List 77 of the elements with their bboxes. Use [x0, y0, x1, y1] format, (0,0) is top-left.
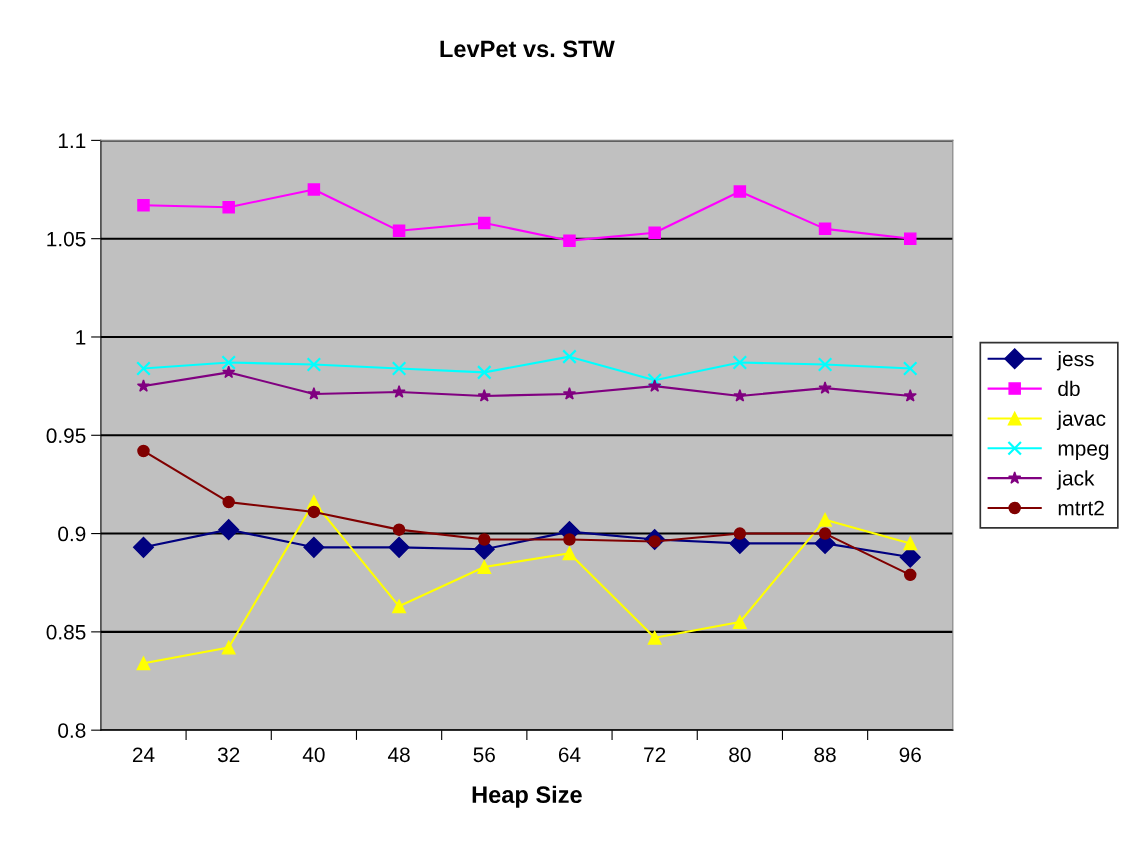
point [818, 527, 832, 540]
point [562, 546, 577, 561]
legend-label: mtrt2 [1058, 500, 1104, 516]
legend-label: jack [1056, 470, 1095, 490]
point [137, 444, 150, 458]
x-tick-label: 64 [558, 747, 581, 763]
point [733, 389, 747, 402]
point [391, 361, 407, 376]
y-tick-label: 0.95 [46, 428, 86, 444]
x-tick-label: 72 [644, 747, 666, 762]
point [392, 385, 406, 398]
point [221, 355, 237, 370]
point [307, 505, 321, 519]
x-tick-label: 24 [132, 747, 155, 762]
y-tick-label: 1.05 [47, 231, 86, 247]
point [902, 361, 918, 376]
legend-label: mpeg [1058, 444, 1109, 460]
point [136, 656, 151, 671]
point [732, 355, 748, 370]
point [562, 349, 577, 364]
x-tick-label: 32 [217, 747, 240, 763]
chart-title: LevPet vs. STW [440, 40, 615, 58]
point [818, 222, 832, 236]
point [132, 536, 155, 558]
y-tick-label: 0.8 [58, 723, 86, 738]
point [222, 495, 235, 509]
x-tick-label: 88 [814, 747, 836, 763]
point [648, 379, 662, 392]
point [222, 200, 235, 214]
point [818, 512, 833, 527]
point [563, 533, 576, 546]
y-tick-label: 1 [76, 330, 86, 345]
point [904, 232, 917, 245]
x-tick-label: 80 [729, 747, 751, 763]
point [392, 599, 407, 614]
point [903, 536, 918, 551]
point [478, 216, 491, 230]
point [733, 527, 747, 540]
legend-label: jess [1056, 350, 1094, 371]
point [647, 630, 662, 645]
point [562, 387, 577, 400]
point [478, 533, 491, 546]
point [392, 523, 406, 536]
point [733, 185, 747, 198]
point [817, 357, 833, 372]
x-tick-label: 40 [302, 747, 325, 763]
point [222, 365, 236, 379]
y-tick-label: 0.9 [58, 526, 86, 542]
point [307, 183, 321, 196]
legend-label: javac [1056, 410, 1106, 431]
point [732, 615, 747, 629]
point [136, 379, 151, 392]
point [647, 372, 663, 388]
point [903, 389, 917, 402]
point [476, 365, 492, 380]
point [303, 536, 325, 558]
x-tick-label: 96 [899, 747, 921, 763]
x-tick-label: 56 [473, 747, 495, 763]
legend-label: db [1058, 380, 1080, 397]
point [221, 640, 236, 655]
point [136, 361, 151, 376]
point [477, 560, 492, 574]
point [648, 226, 661, 240]
point [563, 234, 576, 247]
x-axis-title: Heap Size [472, 785, 582, 808]
y-tick-label: 1.1 [58, 133, 86, 148]
point [904, 568, 917, 582]
point [818, 381, 832, 394]
point [218, 519, 240, 541]
point [392, 224, 406, 238]
point [477, 389, 491, 402]
point [307, 387, 321, 400]
point [388, 536, 410, 558]
x-tick-label: 48 [387, 747, 410, 763]
y-tick-label: 0.85 [46, 624, 86, 640]
point [306, 357, 322, 372]
point [137, 199, 150, 212]
